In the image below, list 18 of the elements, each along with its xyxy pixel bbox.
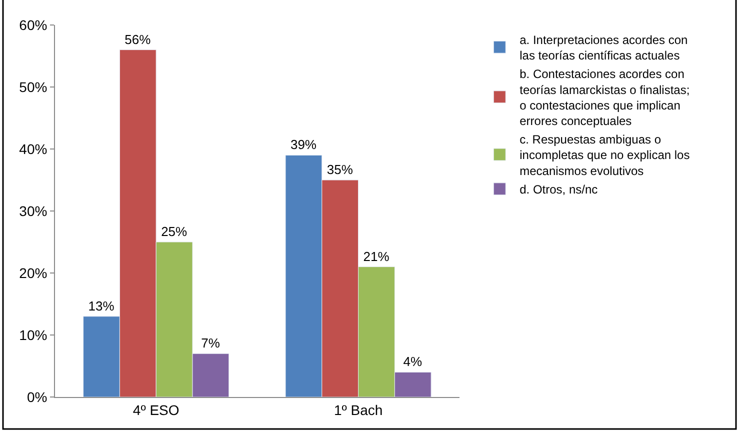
- x-tick-label: 1º Bach: [334, 402, 383, 418]
- data-label: 39%: [290, 137, 317, 152]
- data-label: 13%: [88, 298, 115, 314]
- data-label: 7%: [201, 336, 220, 351]
- y-tick-label: 10%: [19, 326, 48, 343]
- data-label: 21%: [363, 248, 390, 264]
- data-label: 4%: [403, 354, 423, 370]
- x-tick-label: 4º ESO: [132, 402, 180, 418]
- y-tick-label: 40%: [19, 140, 48, 157]
- data-label: 35%: [326, 162, 354, 177]
- y-tick-label: 50%: [19, 78, 48, 95]
- y-tick-label: 20%: [19, 264, 48, 281]
- legend-label: d. Otros, ns/nc: [520, 182, 598, 197]
- y-tick-label: 0%: [26, 388, 48, 405]
- y-tick-label: 60%: [19, 16, 48, 33]
- data-label: 56%: [124, 32, 152, 47]
- data-label: 25%: [161, 224, 188, 239]
- y-tick-label: 30%: [19, 202, 48, 219]
